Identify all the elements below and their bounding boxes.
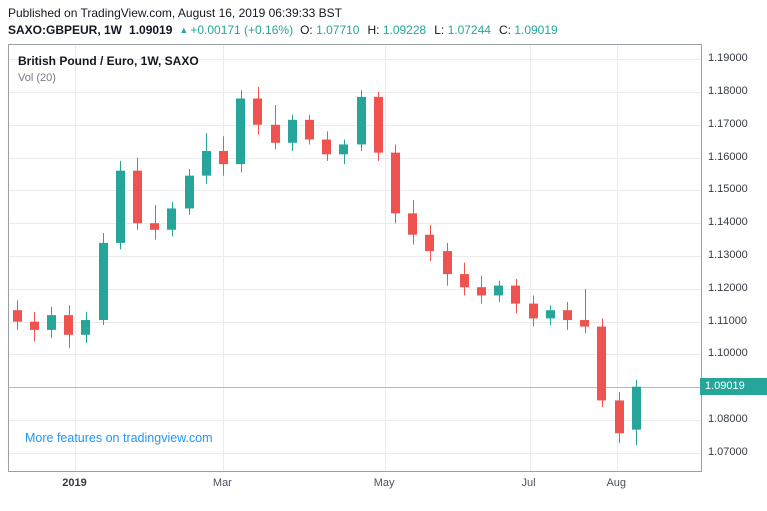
low-readout: L: 1.07244 — [434, 23, 491, 37]
candle-down — [64, 315, 73, 335]
candle-down — [150, 223, 159, 230]
price-tick-label: 1.10000 — [708, 347, 748, 360]
candle-down — [580, 320, 589, 327]
candle-up — [632, 386, 641, 430]
candle-down — [408, 213, 417, 235]
candle-up — [47, 315, 56, 330]
price-tick-label: 1.07000 — [708, 445, 748, 458]
candle-up — [81, 320, 90, 335]
candle-down — [391, 152, 400, 214]
low-label: L: — [434, 23, 445, 37]
tradingview-link[interactable]: More features on tradingview.com — [25, 431, 213, 445]
candle-up — [99, 242, 108, 321]
low-value: 1.07244 — [447, 23, 491, 37]
change-text: +0.00171 (+0.16%) — [190, 23, 294, 37]
time-tick-label: 2019 — [62, 477, 87, 489]
open-label: O: — [300, 23, 313, 37]
candle-down — [30, 321, 39, 330]
candle-down — [460, 274, 469, 288]
open-readout: O: 1.07710 — [300, 23, 359, 37]
candle-down — [615, 400, 624, 434]
candle-up — [339, 144, 348, 155]
price-tick-label: 1.11000 — [708, 314, 747, 327]
candle-down — [529, 303, 538, 319]
price-change: ▲ +0.00171 (+0.16%) — [179, 23, 293, 37]
close-label: C: — [498, 23, 511, 37]
price-tick-label: 1.16000 — [708, 150, 748, 163]
price-tick-label: 1.17000 — [708, 117, 748, 130]
time-tick-label: Mar — [212, 477, 232, 489]
candle-down — [253, 98, 262, 125]
symbol-name: SAXO:GBPEUR, 1W — [8, 23, 123, 37]
symbol-info-bar: SAXO:GBPEUR, 1W 1.09019 ▲ +0.00171 (+0.16… — [8, 23, 558, 37]
candle-down — [322, 139, 331, 155]
current-price-badge: 1.09019 — [700, 377, 767, 395]
high-value: 1.09228 — [382, 23, 427, 37]
candle-up — [185, 175, 194, 209]
open-value: 1.07710 — [316, 23, 360, 37]
candle-down — [133, 170, 142, 224]
chart-plot-area[interactable]: British Pound / Euro, 1W, SAXO Vol (20) … — [8, 44, 702, 472]
price-tick-label: 1.13000 — [708, 249, 748, 262]
candle-up — [288, 119, 297, 143]
price-tick-label: 1.18000 — [708, 84, 748, 97]
candle-down — [597, 326, 606, 401]
time-tick-label: Aug — [606, 477, 627, 489]
indicator-label: Vol (20) — [18, 72, 56, 84]
last-price: 1.09019 — [129, 23, 173, 37]
time-tick-label: Jul — [521, 477, 536, 489]
price-tick-label: 1.08000 — [708, 413, 748, 426]
chart-title: British Pound / Euro, 1W, SAXO — [18, 54, 199, 68]
published-line: Published on TradingView.com, August 16,… — [8, 6, 343, 20]
candle-down — [563, 310, 572, 321]
high-readout: H: 1.09228 — [367, 23, 426, 37]
up-arrow-icon: ▲ — [179, 25, 189, 35]
candle-down — [305, 119, 314, 140]
high-label: H: — [367, 23, 380, 37]
candle-down — [443, 251, 452, 275]
price-tick-label: 1.19000 — [708, 52, 748, 65]
candle-down — [13, 310, 22, 322]
close-readout: C: 1.09019 — [499, 23, 558, 37]
ohlc-readout: O: 1.07710 H: 1.09228 L: 1.07244 C: 1.09… — [300, 23, 558, 37]
candle-up — [494, 285, 503, 296]
candle-down — [477, 287, 486, 296]
candle-up — [357, 96, 366, 145]
candle-down — [219, 151, 228, 165]
price-tick-label: 1.12000 — [708, 281, 748, 294]
candle-down — [374, 96, 383, 153]
candle-down — [511, 285, 520, 304]
price-tick-label: 1.15000 — [708, 183, 748, 196]
price-tick-label: 1.14000 — [708, 216, 748, 229]
candle-down — [425, 234, 434, 252]
candle-up — [202, 151, 211, 176]
time-tick-label: May — [373, 477, 395, 489]
candle-down — [271, 124, 280, 143]
candlestick-chart — [9, 45, 701, 471]
candle-up — [116, 170, 125, 243]
candle-up — [546, 310, 555, 319]
close-value: 1.09019 — [514, 23, 558, 37]
time-axis[interactable]: 2019 Mar May Jul Aug — [8, 471, 700, 497]
candle-up — [236, 98, 245, 165]
candle-up — [167, 208, 176, 230]
price-axis[interactable]: 1.19000 1.18000 1.17000 1.16000 1.15000 1.140… — [701, 44, 767, 471]
